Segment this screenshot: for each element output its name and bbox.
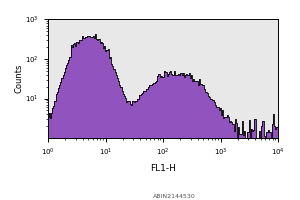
X-axis label: FL1-H: FL1-H <box>150 164 176 173</box>
Text: ABIN2144530: ABIN2144530 <box>153 194 195 199</box>
Y-axis label: Counts: Counts <box>15 64 24 93</box>
